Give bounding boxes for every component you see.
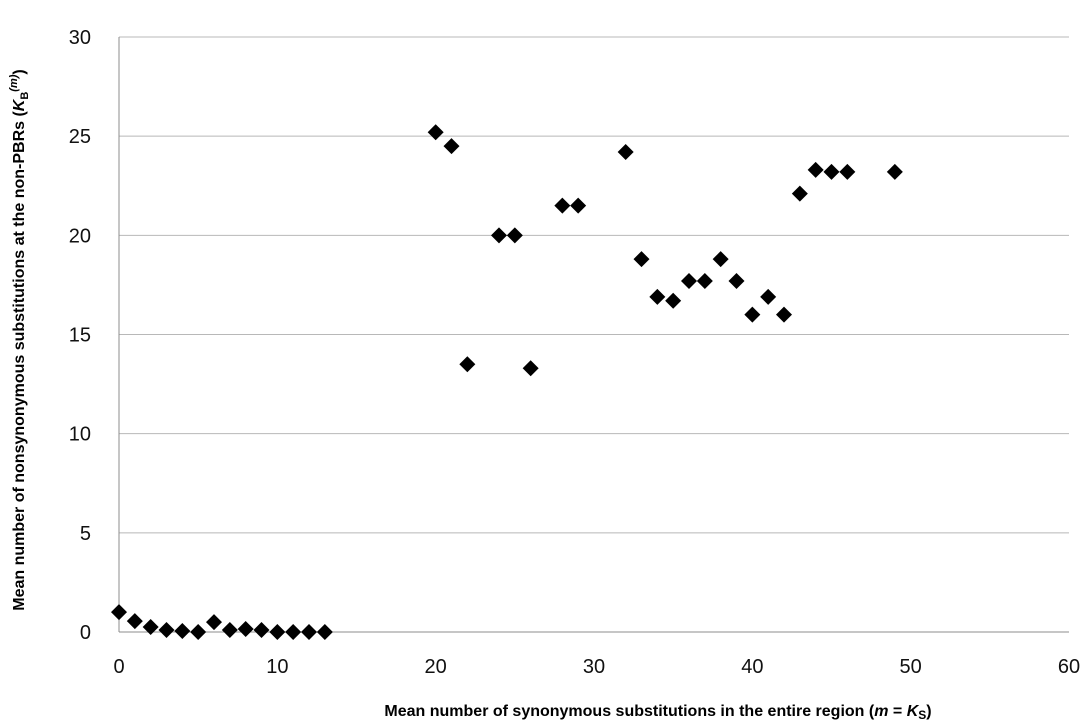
gridlines (119, 37, 1069, 533)
y-tick-label: 25 (69, 126, 91, 148)
data-point (665, 293, 681, 309)
data-point (618, 144, 634, 160)
data-point (127, 613, 143, 629)
data-point (159, 622, 175, 638)
x-tick-label: 0 (113, 656, 124, 678)
data-point (713, 251, 729, 267)
y-tick-label: 5 (80, 523, 91, 545)
data-point (697, 273, 713, 289)
data-point (491, 227, 507, 243)
data-point (570, 198, 586, 214)
data-point (301, 624, 317, 640)
data-point (634, 251, 650, 267)
x-tick-label: 40 (741, 656, 763, 678)
x-tick-label: 60 (1058, 656, 1080, 678)
data-point (744, 307, 760, 323)
data-point (190, 624, 206, 640)
data-point (111, 604, 127, 620)
data-points (111, 124, 903, 640)
data-point (887, 164, 903, 180)
data-point (681, 273, 697, 289)
data-point (839, 164, 855, 180)
x-axis-title: Mean number of synonymous substitutions … (384, 703, 931, 722)
data-point (792, 186, 808, 202)
y-tick-label: 20 (69, 225, 91, 247)
data-point (174, 623, 190, 639)
data-point (649, 289, 665, 305)
y-tick-labels: 0 5 10 15 20 25 30 (69, 27, 91, 644)
data-point (285, 624, 301, 640)
y-tick-label: 30 (69, 27, 91, 49)
data-point (523, 360, 539, 376)
x-tick-label: 20 (425, 656, 447, 678)
data-point (143, 619, 159, 635)
data-point (317, 624, 333, 640)
data-point (808, 162, 824, 178)
data-point (222, 622, 238, 638)
data-point (444, 138, 460, 154)
data-point (507, 227, 523, 243)
data-point (776, 307, 792, 323)
data-point (206, 614, 222, 630)
y-axis-title: Mean number of nonsynonymous substitutio… (8, 69, 31, 611)
x-tick-labels: 0 10 20 30 40 50 60 (113, 656, 1080, 678)
y-tick-label: 0 (80, 622, 91, 644)
data-point (459, 356, 475, 372)
x-tick-label: 10 (266, 656, 288, 678)
data-point (729, 273, 745, 289)
data-point (428, 124, 444, 140)
x-tick-label: 30 (583, 656, 605, 678)
y-tick-label: 10 (69, 424, 91, 446)
data-point (238, 621, 254, 637)
x-tick-label: 50 (900, 656, 922, 678)
data-point (254, 622, 270, 638)
data-point (824, 164, 840, 180)
data-point (760, 289, 776, 305)
data-point (269, 624, 285, 640)
y-tick-label: 15 (69, 325, 91, 347)
data-point (554, 198, 570, 214)
